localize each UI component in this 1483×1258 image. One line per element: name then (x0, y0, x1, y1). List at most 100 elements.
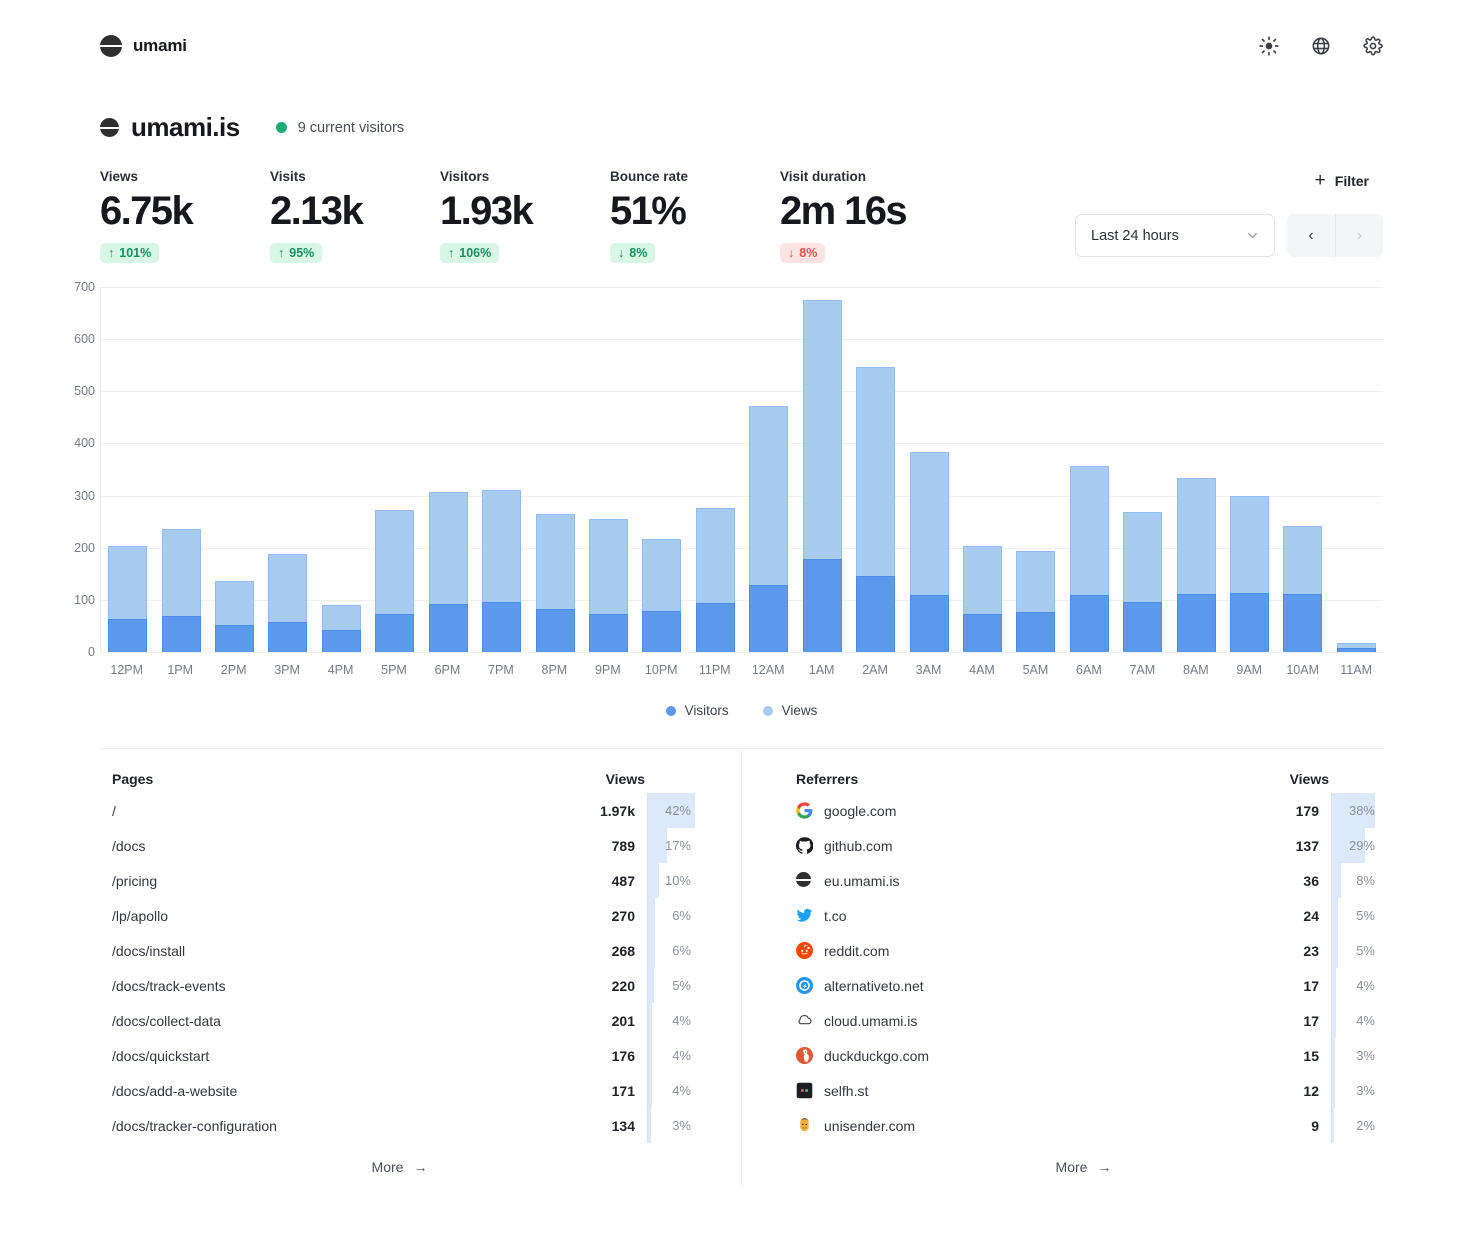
bar-slot-12AM[interactable] (742, 287, 795, 652)
bar-slot-2AM[interactable] (849, 287, 902, 652)
brand-logo[interactable]: umami (100, 35, 187, 57)
referrers-more-button[interactable]: More → (784, 1159, 1383, 1187)
current-visitors-label: 9 current visitors (297, 119, 405, 136)
traffic-bar-chart[interactable]: 0 100 200 300 400 500 600 700 (74, 280, 1383, 659)
bar-slot-7AM[interactable] (1116, 287, 1169, 652)
legend-item-views[interactable]: Views (762, 703, 817, 718)
bar-slot-3AM[interactable] (902, 287, 955, 652)
referrer-row[interactable]: unisender.com 9 2% (784, 1108, 1383, 1143)
gridline (101, 443, 1383, 445)
bar-slot-4PM[interactable] (315, 287, 368, 652)
bar-slot-5AM[interactable] (1009, 287, 1062, 652)
stacked-bar[interactable] (1123, 512, 1163, 652)
bar-slot-10AM[interactable] (1276, 287, 1329, 652)
bar-slot-8PM[interactable] (528, 287, 581, 652)
referrer-row[interactable]: alternativeto.net 17 4% (784, 968, 1383, 1003)
referrer-label: duckduckgo.com (796, 1047, 1267, 1064)
bar-slot-11PM[interactable] (689, 287, 742, 652)
bar-slot-5PM[interactable] (368, 287, 421, 652)
referrer-name: selfh.st (824, 1082, 869, 1099)
page-row[interactable]: /lp/apollo 270 6% (100, 898, 699, 933)
bar-slot-6AM[interactable] (1063, 287, 1116, 652)
percent-bar-fill (648, 1108, 652, 1143)
page-row[interactable]: /pricing 487 10% (100, 863, 699, 898)
referrer-name: duckduckgo.com (824, 1047, 930, 1064)
legend-item-visitors[interactable]: Visitors (665, 703, 729, 718)
bar-slot-3PM[interactable] (261, 287, 314, 652)
bar-slot-4AM[interactable] (956, 287, 1009, 652)
referrer-row[interactable]: duckduckgo.com 15 3% (784, 1038, 1383, 1073)
website-title[interactable]: umami.is (100, 112, 240, 143)
bar-slot-6PM[interactable] (422, 287, 475, 652)
date-range-select[interactable]: Last 24 hours (1075, 214, 1275, 257)
bar-slot-1PM[interactable] (154, 287, 207, 652)
stacked-bar[interactable] (1176, 477, 1216, 652)
page-row[interactable]: / 1.97k 42% (100, 793, 699, 828)
referrer-row[interactable]: t.co 24 5% (784, 898, 1383, 933)
stacked-bar[interactable] (535, 514, 575, 652)
page-row[interactable]: /docs/add-a-website 171 4% (100, 1073, 699, 1108)
page-percent: 4% (647, 1073, 699, 1108)
percent-bar-fill (1332, 1038, 1336, 1073)
page-row[interactable]: /docs/track-events 220 5% (100, 968, 699, 1003)
stacked-bar[interactable] (749, 406, 789, 652)
page-row[interactable]: /docs 789 17% (100, 828, 699, 863)
referrer-row[interactable]: cloud.umami.is 17 4% (784, 1003, 1383, 1038)
add-filter-button[interactable]: + Filter (1311, 169, 1373, 192)
stacked-bar[interactable] (589, 518, 628, 652)
page-row[interactable]: /docs/quickstart 176 4% (100, 1038, 699, 1073)
stacked-bar[interactable] (428, 492, 468, 652)
stacked-bar[interactable] (856, 367, 896, 652)
stacked-bar[interactable] (802, 299, 842, 652)
referrer-row[interactable]: eu.umami.is 36 8% (784, 863, 1383, 898)
page-row[interactable]: /docs/install 268 6% (100, 933, 699, 968)
referrer-row[interactable]: reddit.com 23 5% (784, 933, 1383, 968)
bar-slot-9PM[interactable] (582, 287, 635, 652)
pages-more-button[interactable]: More → (100, 1159, 699, 1187)
referrer-row[interactable]: google.com 179 38% (784, 793, 1383, 828)
bar-slot-7PM[interactable] (475, 287, 528, 652)
bar-segment-views (1123, 512, 1163, 602)
percent-bar-fill (648, 863, 660, 898)
traffic-chart-section: 0 100 200 300 400 500 600 700 12PM 1PM 2PM 3PM 4PM 5… (0, 280, 1483, 718)
y-axis-tick-0: 0 (88, 645, 95, 659)
metric-label: Visit duration (780, 169, 867, 184)
sun-icon[interactable] (1259, 36, 1279, 56)
bar-slot-2PM[interactable] (208, 287, 261, 652)
stacked-bar[interactable] (215, 580, 255, 652)
gear-icon[interactable] (1363, 36, 1383, 56)
bar-slot-1AM[interactable] (795, 287, 848, 652)
metric-value: 1.93k (440, 189, 534, 233)
bar-slot-11AM[interactable] (1330, 287, 1383, 652)
page-row[interactable]: /docs/collect-data 201 4% (100, 1003, 699, 1038)
stacked-bar[interactable] (1336, 643, 1376, 652)
bar-slot-8AM[interactable] (1169, 287, 1222, 652)
page-views: 270 (611, 907, 635, 924)
bar-segment-visitors (1016, 611, 1056, 652)
stacked-bar[interactable] (1016, 550, 1056, 652)
bar-slot-10PM[interactable] (635, 287, 688, 652)
stacked-bar[interactable] (1069, 466, 1109, 652)
stacked-bar[interactable] (161, 528, 201, 652)
bar-slot-9AM[interactable] (1223, 287, 1276, 652)
referrer-row[interactable]: selfh.st 12 3% (784, 1073, 1383, 1108)
stacked-bar[interactable] (909, 451, 949, 652)
stacked-bar[interactable] (482, 490, 522, 652)
stacked-bar[interactable] (962, 546, 1002, 652)
bar-segment-visitors (802, 559, 842, 652)
next-period-button: › (1335, 214, 1383, 257)
stacked-bar[interactable] (695, 508, 735, 652)
bar-slot-12PM[interactable] (101, 287, 154, 652)
globe-icon[interactable] (1311, 36, 1331, 56)
stacked-bar[interactable] (268, 553, 308, 652)
referrer-row[interactable]: github.com 137 29% (784, 828, 1383, 863)
stacked-bar[interactable] (375, 509, 415, 652)
stacked-bar[interactable] (1230, 495, 1270, 652)
stacked-bar[interactable] (642, 538, 682, 652)
stacked-bar[interactable] (321, 604, 361, 652)
stacked-bar[interactable] (1283, 526, 1323, 652)
previous-period-button[interactable]: ‹ (1308, 226, 1314, 244)
page-views: 134 (611, 1117, 635, 1134)
stacked-bar[interactable] (108, 545, 148, 652)
page-row[interactable]: /docs/tracker-configuration 134 3% (100, 1108, 699, 1143)
